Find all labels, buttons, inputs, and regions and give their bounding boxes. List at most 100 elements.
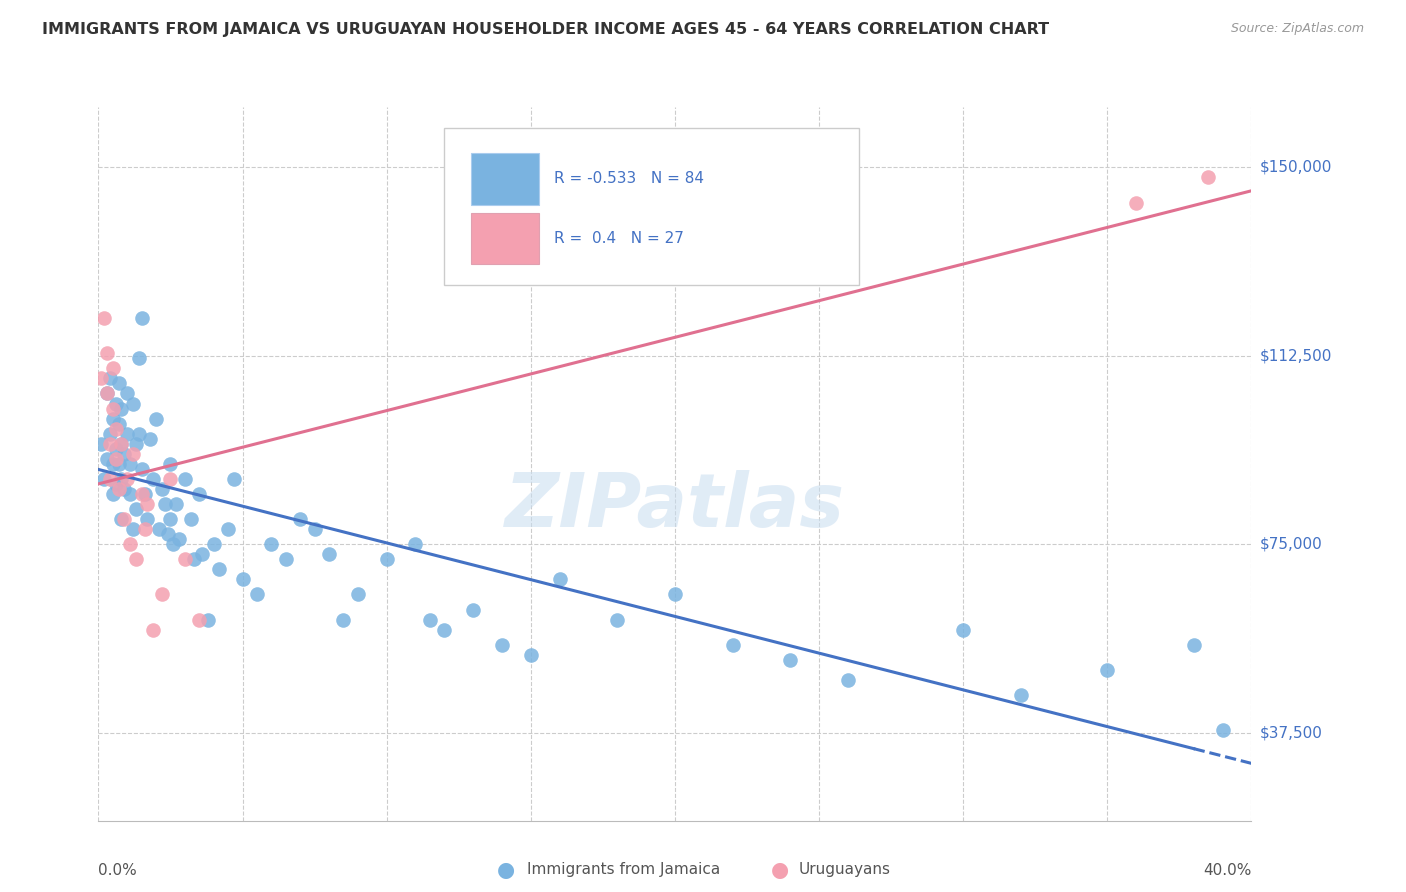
FancyBboxPatch shape: [444, 128, 859, 285]
Point: [107, 482, 129, 496]
Point: [120, 537, 142, 551]
Point: [104, 422, 127, 436]
Point: [159, 512, 181, 526]
Point: [217, 522, 239, 536]
Point: [159, 457, 181, 471]
Point: [375, 552, 398, 566]
Point: [1097, 663, 1119, 677]
Point: [150, 587, 173, 601]
Point: [332, 613, 354, 627]
Point: [120, 487, 142, 501]
Point: [346, 587, 368, 601]
Point: [131, 487, 153, 501]
Text: ●: ●: [772, 860, 789, 880]
Text: Immigrants from Jamaica: Immigrants from Jamaica: [527, 863, 720, 877]
Point: [101, 411, 124, 425]
Point: [159, 472, 181, 486]
Point: [148, 522, 170, 536]
Point: [1010, 688, 1032, 702]
Point: [142, 623, 165, 637]
FancyBboxPatch shape: [471, 153, 538, 205]
Point: [104, 451, 127, 466]
Point: [246, 587, 269, 601]
Point: [131, 311, 153, 326]
Point: [139, 432, 162, 446]
Point: [117, 426, 138, 441]
Point: [491, 638, 513, 652]
Text: $150,000: $150,000: [1260, 160, 1331, 175]
Point: [174, 472, 197, 486]
Point: [260, 537, 283, 551]
Point: [290, 512, 312, 526]
Point: [779, 653, 801, 667]
Text: ZIPatlas: ZIPatlas: [505, 470, 845, 543]
Point: [202, 537, 225, 551]
Text: R = -0.533   N = 84: R = -0.533 N = 84: [554, 171, 704, 186]
Point: [122, 522, 145, 536]
Point: [112, 512, 135, 526]
Point: [110, 472, 132, 486]
Point: [156, 527, 179, 541]
Point: [110, 436, 132, 450]
Point: [136, 512, 159, 526]
Point: [90, 436, 112, 450]
Text: $75,000: $75,000: [1260, 537, 1323, 552]
FancyBboxPatch shape: [471, 212, 538, 264]
Point: [90, 371, 112, 385]
Point: [1182, 638, 1205, 652]
Point: [107, 417, 129, 431]
Point: [112, 482, 135, 496]
Point: [98, 436, 121, 450]
Point: [1125, 195, 1147, 210]
Point: [197, 613, 219, 627]
Point: [120, 457, 142, 471]
Point: [101, 361, 124, 376]
Point: [188, 613, 211, 627]
Point: [93, 311, 115, 326]
Point: [433, 623, 456, 637]
Point: [274, 552, 297, 566]
Point: [664, 587, 686, 601]
Point: [222, 472, 245, 486]
Point: [191, 547, 214, 561]
Text: IMMIGRANTS FROM JAMAICA VS URUGUAYAN HOUSEHOLDER INCOME AGES 45 - 64 YEARS CORRE: IMMIGRANTS FROM JAMAICA VS URUGUAYAN HOU…: [42, 22, 1049, 37]
Point: [167, 533, 190, 547]
Point: [150, 482, 173, 496]
Point: [107, 376, 129, 391]
Point: [98, 426, 121, 441]
Point: [134, 522, 156, 536]
Point: [520, 648, 543, 662]
Point: [107, 457, 129, 471]
Point: [165, 497, 187, 511]
Point: [721, 638, 744, 652]
Point: [104, 477, 127, 491]
Text: ●: ●: [498, 860, 515, 880]
Point: [128, 351, 150, 366]
Point: [96, 346, 118, 360]
Point: [110, 401, 132, 416]
Point: [153, 497, 176, 511]
Point: [134, 487, 156, 501]
Point: [96, 451, 118, 466]
Point: [606, 613, 628, 627]
Point: [174, 552, 197, 566]
Text: R =  0.4   N = 27: R = 0.4 N = 27: [554, 231, 683, 246]
Point: [304, 522, 326, 536]
Point: [208, 562, 231, 576]
Text: 0.0%: 0.0%: [98, 863, 138, 879]
Point: [162, 537, 184, 551]
Point: [98, 472, 121, 486]
Point: [104, 442, 127, 456]
Point: [142, 472, 165, 486]
Point: [104, 396, 127, 410]
Text: $112,500: $112,500: [1260, 348, 1331, 363]
Point: [93, 472, 115, 486]
Point: [145, 411, 167, 425]
Text: 40.0%: 40.0%: [1204, 863, 1251, 879]
Point: [122, 396, 145, 410]
Point: [1212, 723, 1234, 738]
Text: Source: ZipAtlas.com: Source: ZipAtlas.com: [1230, 22, 1364, 36]
Point: [131, 462, 153, 476]
Point: [125, 502, 148, 516]
Point: [101, 401, 124, 416]
